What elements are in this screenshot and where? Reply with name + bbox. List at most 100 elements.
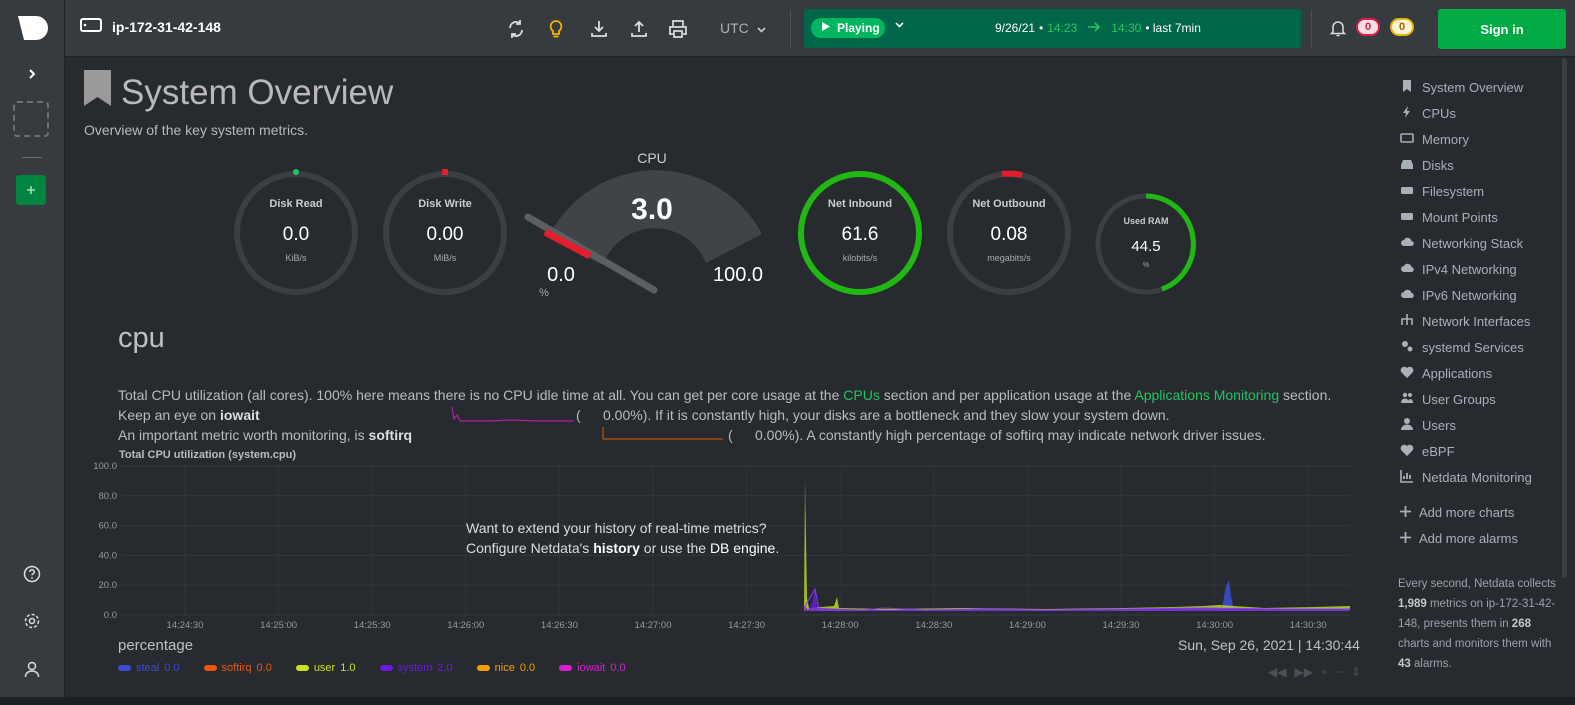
plus-icon <box>1400 505 1411 520</box>
nav-item-network-interfaces[interactable]: Network Interfaces <box>1400 308 1570 334</box>
softirq-term: softirq <box>368 427 413 443</box>
nav-item-systemd-services[interactable]: systemd Services <box>1400 334 1570 360</box>
page-subtitle: Overview of the key system metrics. <box>84 122 309 138</box>
divider <box>1311 10 1312 48</box>
add-space-button[interactable] <box>16 175 46 205</box>
nav-item-label: Users <box>1422 417 1456 433</box>
disk-read-gauge[interactable]: Disk Read 0.0 KiB/s <box>234 169 358 295</box>
lightbulb-icon[interactable] <box>546 19 566 39</box>
download-icon[interactable] <box>589 19 609 39</box>
disk-write-gauge[interactable]: Disk Write 0.00 MiB/s <box>383 169 507 295</box>
x-tick-label: 14:29:30 <box>1103 620 1140 631</box>
description-line-1: Total CPU utilization (all cores). 100% … <box>118 385 1358 405</box>
settings-gear-icon[interactable] <box>14 603 50 639</box>
history-link[interactable]: history <box>593 540 640 556</box>
help-icon[interactable] <box>14 556 50 592</box>
x-tick-label: 14:28:00 <box>822 620 859 631</box>
nav-item-memory[interactable]: Memory <box>1400 126 1570 152</box>
nav-item-users[interactable]: Users <box>1400 412 1570 438</box>
chart-timestamp: Sun, Sep 26, 2021 | 14:30:44 <box>1178 637 1360 653</box>
pan-right-icon[interactable]: ▶▶ <box>1294 665 1313 679</box>
softirq-sparkline[interactable] <box>601 425 725 443</box>
description-text: 0.00%). If it is constantly high, your d… <box>603 407 1170 423</box>
timezone-select[interactable]: UTC <box>720 20 766 36</box>
sign-in-button[interactable]: Sign in <box>1438 9 1566 49</box>
nav-scrollbar[interactable] <box>1562 58 1567 578</box>
upload-icon[interactable] <box>629 19 649 39</box>
warning-alarms-badge[interactable]: 0 <box>1390 18 1414 36</box>
history-notice-line: Want to extend your history of real-time… <box>466 520 767 536</box>
legend-item-steal[interactable]: steal 0.0 <box>118 662 180 674</box>
legend-item-user[interactable]: user 1.0 <box>295 662 356 674</box>
space-placeholder[interactable] <box>13 101 49 137</box>
time-range[interactable]: 9/26/21 • 14:23 14:30 • last 7min <box>995 21 1201 35</box>
play-button[interactable]: Playing <box>811 18 885 38</box>
legend-name: softirq <box>221 662 252 674</box>
cpu-max: 100.0 <box>713 264 763 286</box>
history-notice: Want to extend your history of real-time… <box>466 518 779 558</box>
net-outbound-gauge[interactable]: Net Outbound 0.08 megabits/s <box>947 170 1071 295</box>
add-charts-link[interactable]: Add more charts <box>1400 499 1514 525</box>
nav-item-label: IPv4 Networking <box>1422 261 1517 277</box>
user-icon <box>1400 417 1414 434</box>
nav-item-netdata-monitoring[interactable]: Netdata Monitoring <box>1400 464 1570 490</box>
nav-item-mount-points[interactable]: Mount Points <box>1400 204 1570 230</box>
critical-alarms-badge[interactable]: 0 <box>1356 18 1380 36</box>
nav-item-filesystem[interactable]: Filesystem <box>1400 178 1570 204</box>
divider <box>790 10 791 48</box>
nav-item-networking-stack[interactable]: Networking Stack <box>1400 230 1570 256</box>
server-icon <box>80 18 102 35</box>
net-outbound-label: Net Outbound <box>972 198 1045 210</box>
play-options-chevron-icon[interactable] <box>895 20 904 31</box>
cpus-link[interactable]: CPUs <box>843 387 880 403</box>
add-alarms-label: Add more alarms <box>1419 530 1518 546</box>
nav-item-disks[interactable]: Disks <box>1400 152 1570 178</box>
iowait-sparkline[interactable] <box>450 405 576 423</box>
cpu-gauge[interactable]: CPU 3.0 0.0 100.0 % <box>524 150 776 299</box>
netdata-logo[interactable] <box>14 12 50 44</box>
page-title-text: System Overview <box>121 72 394 112</box>
zoom-in-icon[interactable]: + <box>1320 665 1328 679</box>
legend-item-system[interactable]: system 2.0 <box>379 662 453 674</box>
refresh-icon[interactable] <box>506 19 526 39</box>
print-icon[interactable] <box>668 19 688 39</box>
nav-item-cpus[interactable]: CPUs <box>1400 100 1570 126</box>
expand-sidebar-icon[interactable] <box>14 56 50 92</box>
gauges-row: Disk Read 0.0 KiB/s Disk Write 0.00 MiB/… <box>234 150 1197 299</box>
page-title: System Overview <box>84 70 393 115</box>
description-text: 0.00%). A constantly high percentage of … <box>755 427 1266 443</box>
resize-icon[interactable]: ⇕ <box>1350 665 1362 679</box>
users-icon <box>1400 391 1414 408</box>
cpu-chart[interactable]: 100.0 80.0 60.0 40.0 20.0 0.0 14:24:30 14:25:0… <box>84 458 1360 634</box>
legend-item-nice[interactable]: nice 0.0 <box>476 662 535 674</box>
time-control-bar[interactable] <box>804 9 1301 48</box>
nav-item-label: Filesystem <box>1422 183 1485 199</box>
applications-monitoring-link[interactable]: Applications Monitoring <box>1134 387 1280 403</box>
y-tick-label: 100.0 <box>93 461 117 472</box>
legend-value: 1.0 <box>340 662 356 674</box>
db-engine-link[interactable]: DB engine <box>709 540 776 556</box>
gears-icon <box>1400 339 1414 356</box>
nav-item-user-groups[interactable]: User Groups <box>1400 386 1570 412</box>
legend-swatch <box>118 665 131 671</box>
zoom-out-icon[interactable]: − <box>1335 665 1343 679</box>
nav-item-system-overview[interactable]: System Overview <box>1400 74 1570 100</box>
nav-item-ipv6-networking[interactable]: IPv6 Networking <box>1400 282 1570 308</box>
used-ram-gauge[interactable]: Used RAM 44.5 % <box>1095 193 1197 295</box>
add-alarms-link[interactable]: Add more alarms <box>1400 525 1518 551</box>
nav-item-ebpf[interactable]: eBPF <box>1400 438 1570 464</box>
pan-left-icon[interactable]: ◀◀ <box>1268 665 1287 679</box>
bell-icon[interactable] <box>1329 19 1347 42</box>
note-text: charts and monitors them with <box>1398 638 1552 650</box>
y-axis-ticks: 100.0 80.0 60.0 40.0 20.0 0.0 <box>93 461 117 621</box>
disk-read-unit: KiB/s <box>285 253 307 263</box>
nav-item-applications[interactable]: Applications <box>1400 360 1570 386</box>
nav-item-ipv4-networking[interactable]: IPv4 Networking <box>1400 256 1570 282</box>
net-inbound-gauge[interactable]: Net Inbound 61.6 kilobits/s <box>798 171 922 295</box>
legend-item-softirq[interactable]: softirq 0.0 <box>203 662 272 674</box>
user-profile-icon[interactable] <box>14 651 50 687</box>
chart-grid <box>121 465 1350 616</box>
hostname[interactable]: ip-172-31-42-148 <box>80 18 221 35</box>
legend-item-iowait[interactable]: iowait 0.0 <box>559 662 626 674</box>
cloud-icon <box>1400 235 1414 252</box>
